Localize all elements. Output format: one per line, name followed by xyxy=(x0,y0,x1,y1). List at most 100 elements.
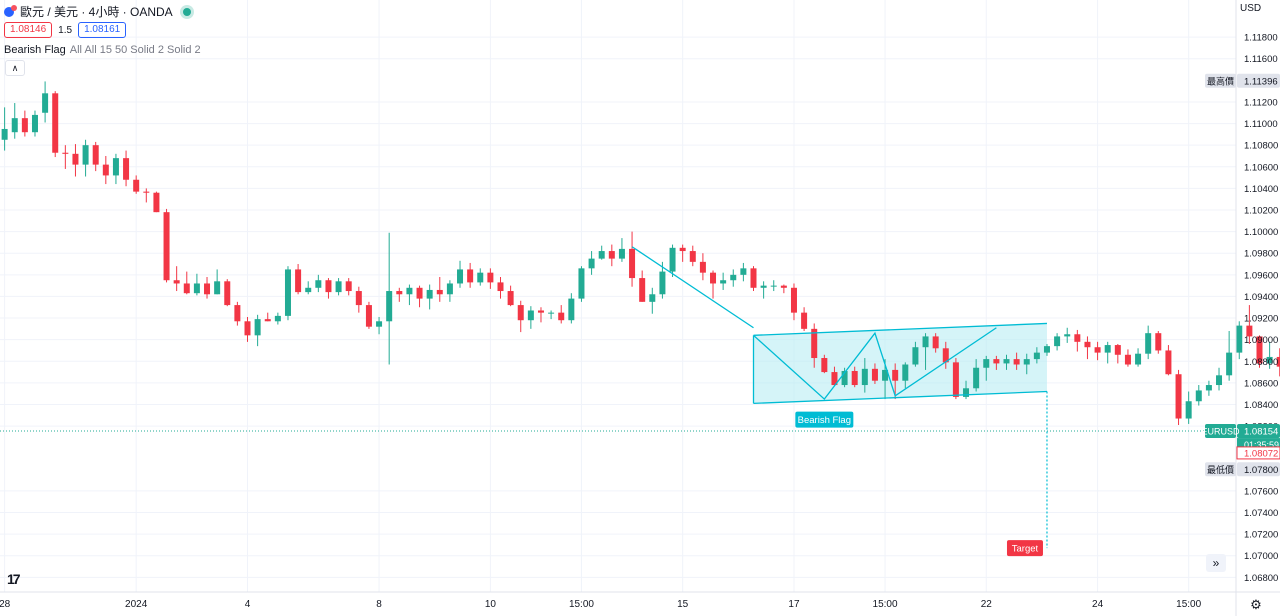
candle-body xyxy=(254,319,261,336)
candle-body xyxy=(710,272,717,284)
candle xyxy=(477,268,484,286)
candle-body xyxy=(143,191,150,193)
candle xyxy=(649,287,656,314)
candle xyxy=(527,306,534,329)
candle xyxy=(102,155,109,185)
candle-body xyxy=(244,321,251,336)
candle-body xyxy=(11,118,18,133)
candle xyxy=(629,231,636,287)
candle-body xyxy=(932,336,939,349)
candle xyxy=(689,245,696,267)
candle xyxy=(517,300,524,333)
flag-upper-line xyxy=(753,322,1048,336)
y-tick-label: 1.11000 xyxy=(1244,119,1278,130)
candle xyxy=(1195,385,1202,406)
candle xyxy=(82,139,89,177)
candle-body xyxy=(467,269,474,283)
candle xyxy=(831,366,838,387)
candle xyxy=(558,305,565,324)
candle-body xyxy=(1023,359,1030,365)
candle xyxy=(1074,329,1081,352)
candle-body xyxy=(882,369,889,381)
price-scale[interactable]: 1.11800 1.11600 1.11200 1.11000 1.10800 1.106… xyxy=(1235,0,1278,616)
candle-body xyxy=(608,251,615,259)
candle xyxy=(264,312,271,322)
time-scale[interactable]: 282024481015:00151715:00222415:002915:00… xyxy=(0,591,1280,610)
x-tick-label: 15:00 xyxy=(569,599,594,610)
candle xyxy=(578,266,585,302)
candle xyxy=(1256,335,1263,368)
candle-body xyxy=(365,305,372,327)
candle xyxy=(548,310,555,320)
candle xyxy=(365,301,372,329)
candle xyxy=(1226,331,1233,381)
candle-body xyxy=(801,312,808,329)
currency-selector[interactable]: USD xyxy=(1240,3,1262,14)
chevron-up-icon[interactable]: ∧ xyxy=(5,60,25,76)
candle-body xyxy=(224,281,231,306)
candle-body xyxy=(1043,346,1050,353)
candle xyxy=(1266,341,1273,369)
high-price-label-bg xyxy=(1205,73,1236,88)
candle-body xyxy=(780,285,787,288)
ask-price[interactable]: 1.08161 xyxy=(78,22,127,38)
gear-icon[interactable]: ⚙ xyxy=(1250,597,1262,612)
candle-body xyxy=(1094,347,1101,353)
y-tick-label: 1.07000 xyxy=(1244,551,1278,562)
y-tick-label: 1.11800 xyxy=(1244,33,1278,44)
bid-value: 1.08072 xyxy=(1244,448,1278,459)
candle-body xyxy=(760,285,767,288)
candle xyxy=(821,354,828,374)
candle-body xyxy=(811,328,818,359)
candle-body xyxy=(234,305,241,322)
candle xyxy=(892,363,899,400)
last-price-value: 1.08154 xyxy=(1244,427,1278,438)
candle xyxy=(710,270,717,299)
candle-body xyxy=(284,269,291,316)
candle xyxy=(790,283,797,321)
candle xyxy=(720,272,727,290)
candle-body xyxy=(507,291,514,306)
candle-body xyxy=(102,164,109,176)
flag-channel xyxy=(753,323,1047,404)
candle xyxy=(993,355,1000,370)
y-tick-label: 1.06800 xyxy=(1244,573,1278,584)
high-price-label: 最高價 xyxy=(1207,75,1234,86)
bearish-flag-label-bg xyxy=(795,411,854,428)
candle xyxy=(163,208,170,283)
target-label-bg xyxy=(1006,540,1043,557)
candle-body xyxy=(963,388,970,397)
x-tick-label: 17 xyxy=(788,599,800,610)
candle-body xyxy=(649,294,656,302)
y-tick-label: 1.10400 xyxy=(1244,184,1278,195)
bid-price[interactable]: 1.08146 xyxy=(4,22,53,38)
candle xyxy=(922,333,929,370)
spread-value: 1.5 xyxy=(58,24,73,36)
candle xyxy=(204,276,211,299)
candle-body xyxy=(1033,352,1040,360)
candle-body xyxy=(406,287,413,295)
candle xyxy=(770,280,777,292)
pattern-labels: Bearish Flag Target xyxy=(795,411,1043,557)
candle-body xyxy=(1054,336,1061,347)
low-price-value: 1.07800 xyxy=(1244,465,1278,476)
candle xyxy=(760,281,767,299)
candle-body xyxy=(598,251,605,259)
candle xyxy=(446,280,453,302)
x-tick-label: 10 xyxy=(485,599,497,610)
indicator-params: All All 15 50 Solid 2 Solid 2 xyxy=(69,44,201,56)
candle-body xyxy=(537,310,544,313)
candle xyxy=(861,358,868,393)
candle-body xyxy=(163,212,170,281)
candle xyxy=(1104,341,1111,364)
indicator-legend[interactable]: Bearish Flag All All 15 50 Solid 2 Solid… xyxy=(4,44,201,56)
candle-body xyxy=(376,321,383,327)
y-tick-label: 1.08400 xyxy=(1244,400,1278,411)
double-chevron-right-icon[interactable]: » xyxy=(1206,554,1226,572)
candle-body xyxy=(679,247,686,252)
y-tick-label: 1.10800 xyxy=(1244,141,1278,152)
symbol-legend[interactable]: 歐元 / 美元 · 4小時 · OANDA xyxy=(4,3,191,20)
candle xyxy=(851,366,858,388)
y-tick-label: 1.07200 xyxy=(1244,530,1278,541)
